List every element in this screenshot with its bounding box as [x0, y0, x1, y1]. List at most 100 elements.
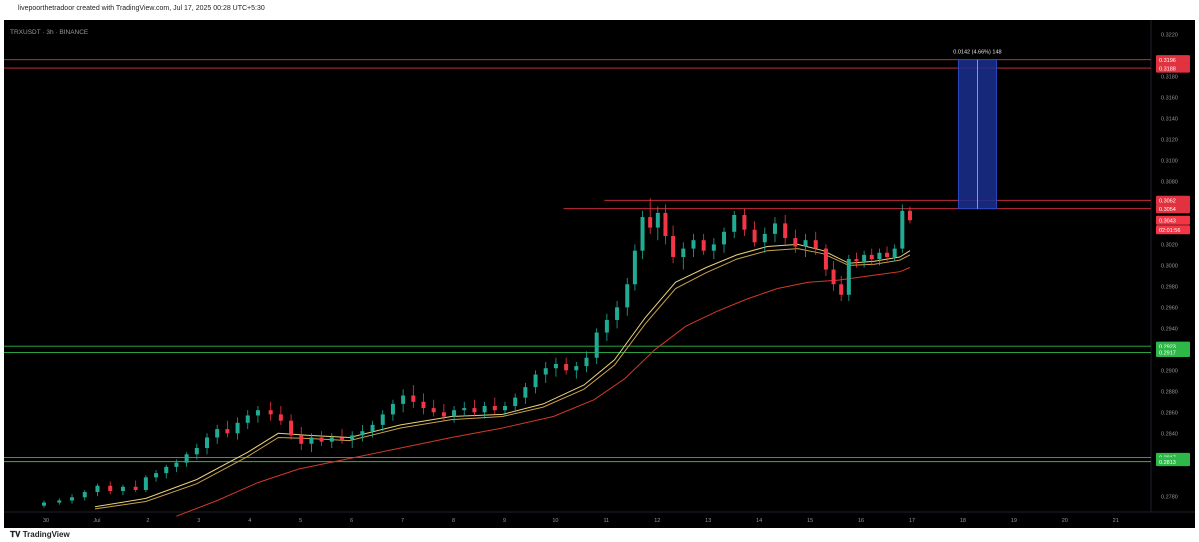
- candle: [205, 433, 210, 455]
- candle: [564, 357, 569, 375]
- ema-slow-line: [176, 267, 911, 517]
- candle-body: [289, 420, 294, 436]
- candle: [133, 480, 138, 493]
- candle: [615, 301, 620, 329]
- x-tick-label: 21: [1113, 518, 1119, 524]
- y-tick-label: 0.3140: [1161, 116, 1178, 122]
- candle-body: [574, 366, 579, 371]
- x-tick-label: 14: [756, 518, 762, 524]
- candle-body: [329, 437, 334, 442]
- candle: [235, 417, 240, 440]
- candle-body: [133, 486, 138, 490]
- price-tag-bg: [1156, 457, 1190, 467]
- candle: [513, 393, 518, 413]
- candle-body: [225, 429, 230, 434]
- time-axis[interactable]: 30 Jul 2 3 4 5 6 7 8 9 10 11 12 13 14 15 16 17 18 19 20 21: [43, 518, 1119, 524]
- candle-body: [862, 254, 867, 262]
- candle: [722, 227, 727, 253]
- candle: [854, 252, 859, 268]
- candle: [70, 494, 75, 504]
- candle: [411, 385, 416, 409]
- candle-body: [174, 462, 179, 467]
- x-tick-label: 18: [960, 518, 966, 524]
- candle: [452, 406, 457, 423]
- candle: [823, 244, 828, 276]
- y-tick-label: 0.2880: [1161, 389, 1178, 395]
- price-labels: 0.3196 0.3188 0.3062 0.3054 0.3043 02:01:56 0.…: [1156, 55, 1190, 467]
- candle-body: [268, 410, 273, 415]
- candle-body: [492, 406, 497, 411]
- candle: [339, 429, 344, 444]
- candle-body: [154, 473, 159, 478]
- candle: [783, 215, 788, 245]
- candle-body: [319, 437, 324, 442]
- candle: [523, 382, 528, 404]
- candle: [370, 420, 375, 438]
- candle-body: [482, 406, 487, 413]
- candle-body: [762, 233, 767, 243]
- candle: [390, 399, 395, 421]
- candle: [831, 261, 836, 291]
- price-tag-text: 0.3188: [1159, 66, 1176, 72]
- y-tick-label: 0.2940: [1161, 326, 1178, 332]
- candle: [885, 246, 890, 262]
- candle: [278, 406, 283, 425]
- candle-body: [411, 395, 416, 402]
- tv-logo-text: TradingView: [22, 530, 70, 539]
- candle-body: [205, 437, 210, 448]
- candle: [752, 221, 757, 247]
- candle: [732, 210, 737, 239]
- y-tick-label: 0.3100: [1161, 158, 1178, 164]
- tradingview-logo[interactable]: 𝐓𝐕 TradingView: [10, 530, 70, 540]
- candle-body: [360, 431, 365, 436]
- candle-body: [564, 364, 569, 371]
- price-tag: 02:01:56: [1156, 225, 1190, 235]
- candle: [574, 361, 579, 379]
- candle-body: [380, 414, 385, 425]
- candle: [472, 399, 477, 417]
- candle: [803, 233, 808, 257]
- candle: [533, 370, 538, 394]
- price-tag: 0.3054: [1156, 204, 1190, 214]
- y-tick-label: 0.3000: [1161, 263, 1178, 269]
- price-tag-text: 0.3062: [1159, 199, 1176, 205]
- candle: [671, 225, 676, 264]
- candle-body: [462, 408, 467, 411]
- candlestick-chart[interactable]: TRXUSDT · 3h · BINANCE 0.0142 (4.66%) 14…: [4, 20, 1195, 530]
- candle: [255, 406, 260, 423]
- measure-tool[interactable]: 0.0142 (4.66%) 148: [953, 50, 1002, 210]
- y-tick-label: 0.2960: [1161, 305, 1178, 311]
- y-tick-label: 0.2980: [1161, 284, 1178, 290]
- candle-body: [722, 231, 727, 245]
- candle-body: [523, 387, 528, 398]
- candle: [329, 433, 334, 448]
- symbol-label: TRXUSDT · 3h · BINANCE: [10, 29, 89, 36]
- y-tick-label: 0.2780: [1161, 494, 1178, 500]
- price-tag-bg: [1156, 215, 1190, 225]
- candle-body: [299, 435, 304, 444]
- candle: [225, 420, 230, 438]
- price-tag: 0.3043: [1156, 215, 1190, 225]
- candle-body: [742, 215, 747, 230]
- price-tag: 0.2917: [1156, 347, 1190, 357]
- price-tag-bg: [1156, 63, 1190, 73]
- candle-body: [120, 486, 125, 492]
- candle: [184, 452, 189, 467]
- x-tick-label: 9: [503, 518, 506, 524]
- candle: [594, 328, 599, 365]
- candle-body: [907, 210, 912, 221]
- candle-body: [701, 240, 706, 251]
- x-tick-label: 30: [43, 518, 49, 524]
- y-tick-label: 0.2860: [1161, 410, 1178, 416]
- chart-panel[interactable]: TRXUSDT · 3h · BINANCE 0.0142 (4.66%) 14…: [4, 20, 1195, 530]
- candle: [82, 489, 87, 501]
- price-tag-text: 02:01:56: [1159, 228, 1180, 234]
- price-axis[interactable]: 0.3220 0.3180 0.3160 0.3140 0.3120 0.3100 0.30…: [1161, 32, 1178, 500]
- y-tick-label: 0.3020: [1161, 242, 1178, 248]
- price-tag-bg: [1156, 55, 1190, 65]
- candle-body: [831, 269, 836, 285]
- candle-body: [502, 406, 507, 411]
- candle-body: [57, 500, 62, 503]
- credit-bar: livepoorthetradoor created with TradingV…: [0, 0, 1199, 22]
